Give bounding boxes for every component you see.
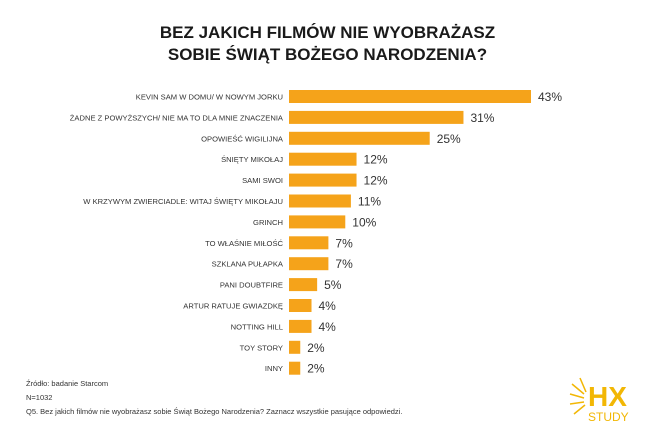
category-label: TO WŁAŚNIE MIŁOŚĆ xyxy=(205,239,283,248)
bar xyxy=(289,236,329,250)
value-label: 12% xyxy=(364,174,388,188)
value-label: 4% xyxy=(319,299,337,313)
value-label: 7% xyxy=(335,257,353,271)
value-label: 7% xyxy=(335,236,353,250)
category-label: ARTUR RATUJE GWIAZDKĘ xyxy=(183,302,283,311)
category-label: ŚNIĘTY MIKOŁAJ xyxy=(221,155,283,164)
hx-study-logo: HX STUDY xyxy=(568,374,640,426)
category-label: W KRZYWYM ZWIERCIADLE: WITAJ ŚWIĘTY MIKO… xyxy=(83,197,283,206)
category-label: GRINCH xyxy=(253,218,283,227)
value-label: 43% xyxy=(538,90,562,104)
value-label: 11% xyxy=(358,195,381,209)
sun-icon xyxy=(569,377,587,415)
value-label: 25% xyxy=(437,132,461,146)
value-label: 4% xyxy=(319,320,337,334)
value-label: 2% xyxy=(307,341,325,355)
bar xyxy=(289,131,430,145)
category-label: KEVIN SAM W DOMU/ W NOWYM JORKU xyxy=(136,93,283,102)
bar xyxy=(289,152,357,166)
sample-size: N=1032 xyxy=(26,393,53,402)
value-label: 12% xyxy=(364,153,388,167)
bar xyxy=(289,110,464,124)
bar xyxy=(289,257,329,271)
category-label: NOTTING HILL xyxy=(231,322,283,331)
category-label: SAMI SWOI xyxy=(242,176,283,185)
category-label: PANI DOUBTFIRE xyxy=(220,281,283,290)
value-label: 2% xyxy=(307,362,325,376)
category-label: TOY STORY xyxy=(240,343,283,352)
value-label: 5% xyxy=(324,278,342,292)
value-label: 10% xyxy=(352,215,376,229)
value-label: 31% xyxy=(470,111,494,125)
bar xyxy=(289,215,346,229)
logo-study: STUDY xyxy=(588,410,629,424)
category-label: SZKLANA PUŁAPKA xyxy=(212,260,284,269)
category-label: ŻADNE Z POWYŻSZYCH/ NIE MA TO DLA MNIE Z… xyxy=(70,113,284,122)
bar xyxy=(289,340,301,354)
bar xyxy=(289,194,351,208)
question-note: Q5. Bez jakich filmów nie wyobrażasz sob… xyxy=(26,407,403,416)
title-line-1: BEZ JAKICH FILMÓW NIE WYOBRAŻASZ xyxy=(159,23,496,42)
source-note: Źródło: badanie Starcom xyxy=(26,379,109,388)
bar xyxy=(289,319,312,333)
logo-hx: HX xyxy=(588,381,627,412)
bar xyxy=(289,278,318,292)
bar-chart: KEVIN SAM W DOMU/ W NOWYM JORKU 43% ŻADNE … xyxy=(70,90,562,376)
title-line-2: SOBIE ŚWIĄT BOŻEGO NARODZENIA? xyxy=(167,45,488,64)
chart-title: BEZ JAKICH FILMÓW NIE WYOBRAŻASZ SOBIE Ś… xyxy=(0,22,655,66)
bar xyxy=(289,299,312,312)
bar xyxy=(289,361,301,375)
category-label: OPOWIEŚĆ WIGILIJNA xyxy=(201,134,284,143)
bar xyxy=(289,90,531,103)
category-label: INNY xyxy=(265,364,283,373)
bar xyxy=(289,173,357,187)
